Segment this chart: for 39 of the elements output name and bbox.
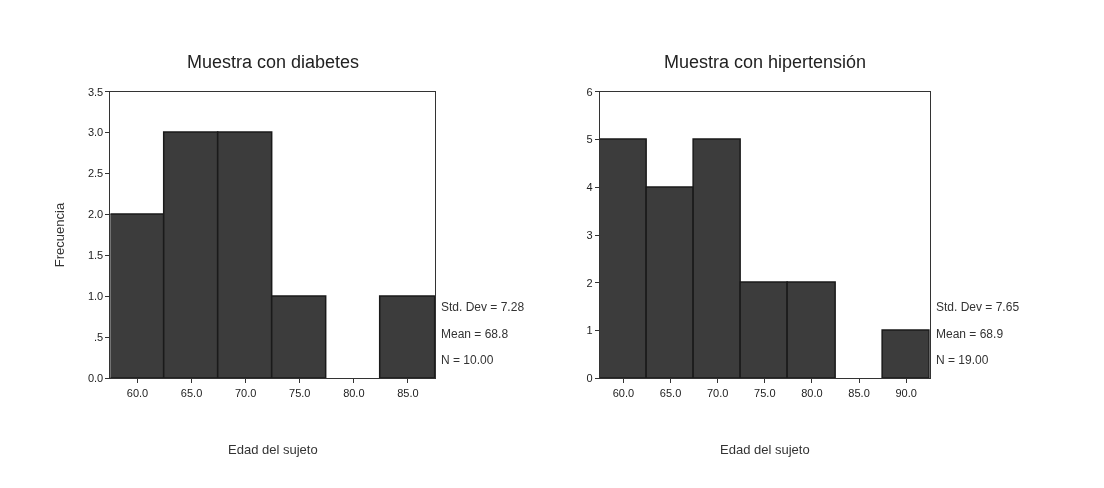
x-tick-label: 65.0 [659, 386, 682, 399]
text: Mean = 68.9 [936, 327, 1004, 341]
x-tick-label: 60.0 [612, 386, 635, 399]
y-axis-title: Frecuencia [51, 202, 67, 268]
x-tick-label: 60.0 [126, 386, 149, 399]
x-tick-label: 70.0 [234, 386, 257, 399]
chart-title: Muestra con diabetes [187, 52, 360, 72]
x-tick-label: 70.0 [706, 386, 729, 399]
y-tick-label: 3 [586, 228, 593, 241]
y-tick-label: 1 [586, 324, 593, 337]
x-tick-label: 75.0 [754, 386, 776, 399]
y-tick-label: 1.0 [87, 290, 104, 303]
x-tick-label: 85.0 [848, 386, 870, 399]
text: N = 19.00 [936, 353, 989, 367]
text: Mean = 68.8 [441, 327, 509, 341]
x-axis-title: Edad del sujeto [720, 442, 810, 457]
y-tick-label: 2.0 [87, 208, 104, 221]
y-tick-label: 2.5 [87, 167, 104, 180]
x-tick-label: 75.0 [289, 386, 311, 399]
x-tick-label: 65.0 [180, 386, 203, 399]
y-tick-label: 3.0 [87, 126, 104, 139]
y-tick-label: 1.5 [87, 249, 104, 262]
y-tick-label: .5 [94, 331, 104, 344]
chart-title: Muestra con hipertensión [664, 52, 867, 72]
x-tick-label: 80.0 [801, 386, 823, 399]
y-tick-label: 0.0 [87, 372, 104, 385]
y-tick-label: 4 [586, 181, 593, 194]
y-tick-label: 2 [586, 276, 593, 289]
y-tick-label: 6 [586, 85, 593, 98]
x-tick-label: 90.0 [895, 386, 917, 399]
text: N = 10.00 [441, 353, 494, 367]
y-tick-label: 5 [586, 133, 593, 146]
y-tick-label: 0 [586, 372, 593, 385]
x-tick-label: 85.0 [397, 386, 419, 399]
text: Std. Dev = 7.28 [441, 300, 525, 314]
x-tick-label: 80.0 [343, 386, 365, 399]
y-tick-label: 3.5 [87, 85, 104, 98]
x-axis-title: Edad del sujeto [228, 442, 318, 457]
text: Std. Dev = 7.65 [936, 300, 1020, 314]
